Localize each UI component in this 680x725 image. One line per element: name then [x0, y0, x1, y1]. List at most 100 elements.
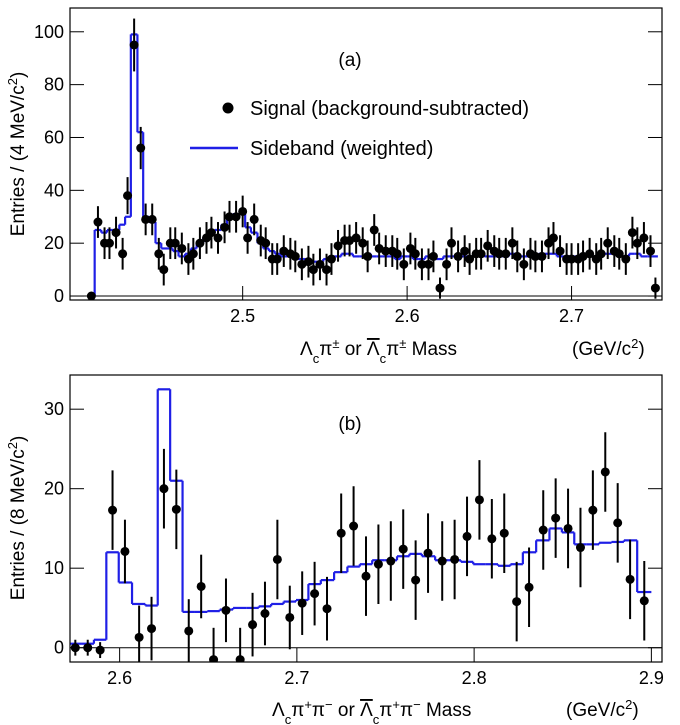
data-point — [118, 249, 128, 259]
data-point — [310, 589, 320, 599]
data-point — [134, 632, 144, 642]
x-axis-title-part: c — [380, 351, 387, 366]
data-point — [188, 249, 198, 259]
x-axis-title-part: + — [304, 697, 312, 712]
y-axis-title-part: Entries / (8 MeV/c — [8, 449, 29, 600]
x-axis-title-part: π — [386, 339, 399, 360]
data-point — [235, 655, 245, 662]
y-tick-label: 30 — [44, 399, 64, 419]
data-point — [195, 238, 205, 248]
data-point — [399, 259, 409, 269]
x-tick-label: 2.6 — [395, 306, 420, 326]
data-point — [442, 259, 452, 269]
x-axis-unit: (GeV/c2) — [572, 336, 645, 361]
data-point — [83, 643, 93, 653]
data-point — [95, 645, 105, 655]
data-point — [108, 505, 118, 515]
data-point — [177, 243, 187, 253]
legend-label: Signal (background-subtracted) — [250, 98, 529, 120]
data-point — [483, 241, 493, 251]
x-axis-unit-part: (GeV/c — [566, 700, 625, 721]
data-point — [548, 233, 558, 243]
y-tick-label: 40 — [44, 180, 64, 200]
x-axis-title: Λcπ± or Λcπ± Mass — [300, 336, 457, 366]
data-point — [462, 531, 472, 541]
data-point — [159, 484, 169, 494]
x-axis-title-part: ± — [332, 336, 339, 351]
data-point — [336, 528, 346, 538]
x-axis-title-part: Mass — [406, 339, 457, 360]
x-axis-title-part: − — [325, 697, 333, 712]
x-axis-title-part: Λ — [300, 339, 313, 360]
data-point — [322, 604, 332, 614]
y-tick-label: 100 — [34, 22, 64, 42]
data-point — [249, 214, 259, 224]
data-point — [447, 238, 457, 248]
data-point — [272, 254, 282, 264]
plot-area — [70, 18, 662, 300]
plot-frame — [69, 7, 663, 301]
data-point — [567, 254, 577, 264]
data-point — [322, 265, 332, 275]
data-point — [603, 238, 613, 248]
data-point — [625, 574, 635, 584]
data-point — [530, 251, 540, 261]
data-point — [428, 251, 438, 261]
x-axis-title-part: or — [333, 700, 360, 721]
x-axis-title-part: π — [400, 700, 413, 721]
data-point — [588, 505, 598, 515]
data-point — [326, 254, 336, 264]
data-point — [159, 265, 169, 275]
data-point — [381, 246, 391, 256]
data-point — [120, 546, 130, 556]
data-point — [650, 283, 660, 293]
x-axis-title-part: c — [313, 351, 320, 366]
x-axis-unit-part: (GeV/c — [572, 339, 631, 360]
data-point — [435, 283, 445, 293]
y-axis-title-part: Entries / (4 MeV/c — [8, 85, 29, 236]
data-point — [585, 249, 595, 259]
data-point — [349, 521, 359, 531]
x-tick-label: 2.9 — [639, 668, 664, 688]
data-point — [563, 523, 573, 533]
x-axis-title-part: c — [373, 712, 380, 725]
data-point — [170, 238, 180, 248]
data-point — [512, 597, 522, 607]
y-axis-title-part: 2 — [5, 442, 20, 449]
x-axis-title-part: − — [413, 697, 421, 712]
y-tick-label: 0 — [54, 638, 64, 658]
data-point — [392, 249, 402, 259]
data-point — [551, 513, 561, 523]
data-point — [136, 143, 146, 153]
data-point — [361, 571, 371, 581]
data-point — [465, 254, 475, 264]
data-point — [410, 249, 420, 259]
data-point — [147, 624, 157, 634]
data-point — [627, 228, 637, 238]
legend-label: Sideband (weighted) — [250, 138, 433, 160]
plot-frame — [69, 374, 663, 663]
x-axis-title-part: Mass — [421, 700, 472, 721]
x-axis-title-part: Λ — [367, 339, 380, 360]
data-point — [129, 40, 139, 50]
x-axis-unit-part: ) — [638, 339, 644, 360]
y-axis-title: Entries / (8 MeV/c2) — [5, 436, 30, 601]
data-point — [453, 251, 463, 261]
data-point — [613, 518, 623, 528]
data-point — [213, 233, 223, 243]
data-point — [231, 212, 241, 222]
data-point — [423, 548, 433, 558]
data-point — [450, 554, 460, 564]
y-tick-label: 0 — [54, 286, 64, 306]
data-point — [260, 609, 270, 619]
data-point — [261, 238, 271, 248]
x-axis-unit: (GeV/c2) — [566, 697, 639, 722]
legend-marker — [222, 102, 234, 114]
data-point — [154, 249, 164, 259]
data-point — [411, 575, 421, 585]
data-point — [123, 191, 133, 201]
y-axis-title: Entries / (4 MeV/c2) — [5, 72, 30, 237]
y-tick-label: 20 — [44, 479, 64, 499]
data-point — [437, 556, 447, 566]
data-point — [225, 212, 235, 222]
